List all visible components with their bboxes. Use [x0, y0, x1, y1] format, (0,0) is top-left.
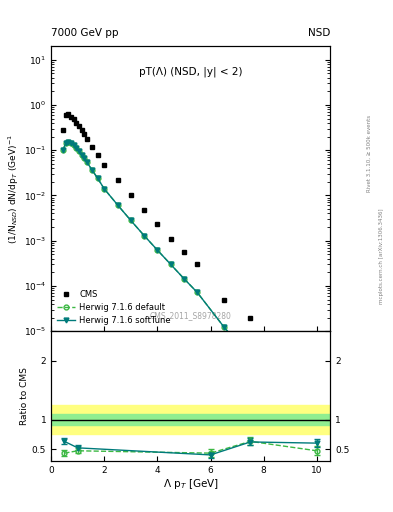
- CMS: [248, 314, 253, 321]
- Herwig 7.1.6 default: [102, 186, 107, 192]
- CMS: [84, 136, 89, 142]
- Herwig 7.1.6 default: [66, 139, 71, 145]
- Herwig 7.1.6 default: [115, 202, 120, 208]
- Herwig 7.1.6 default: [77, 148, 81, 154]
- Text: NSD: NSD: [308, 28, 330, 38]
- Line: Herwig 7.1.6 softTune: Herwig 7.1.6 softTune: [61, 139, 306, 416]
- Herwig 7.1.6 default: [129, 218, 133, 224]
- Herwig 7.1.6 softTune: [82, 155, 87, 161]
- Herwig 7.1.6 softTune: [168, 261, 173, 267]
- CMS: [222, 296, 226, 303]
- CMS: [66, 111, 71, 117]
- Herwig 7.1.6 softTune: [248, 355, 253, 361]
- CMS: [82, 131, 87, 137]
- Herwig 7.1.6 default: [61, 147, 65, 153]
- Line: CMS: CMS: [61, 112, 306, 354]
- X-axis label: Λ p$_T$ [GeV]: Λ p$_T$ [GeV]: [163, 477, 219, 492]
- Herwig 7.1.6 default: [195, 289, 200, 295]
- CMS: [115, 177, 120, 183]
- Herwig 7.1.6 default: [222, 324, 226, 330]
- CMS: [79, 127, 84, 133]
- CMS: [195, 261, 200, 267]
- CMS: [61, 127, 65, 133]
- Text: mcplots.cern.ch [arXiv:1306.3436]: mcplots.cern.ch [arXiv:1306.3436]: [379, 208, 384, 304]
- Herwig 7.1.6 default: [142, 232, 147, 239]
- Text: pT(Λ) (NSD, |y| < 2): pT(Λ) (NSD, |y| < 2): [139, 66, 242, 76]
- Herwig 7.1.6 default: [301, 411, 306, 417]
- CMS: [69, 114, 73, 120]
- Line: Herwig 7.1.6 default: Herwig 7.1.6 default: [61, 139, 306, 416]
- Herwig 7.1.6 softTune: [95, 175, 100, 181]
- Herwig 7.1.6 softTune: [275, 383, 279, 390]
- Herwig 7.1.6 softTune: [61, 147, 65, 153]
- Herwig 7.1.6 softTune: [84, 159, 89, 165]
- Herwig 7.1.6 default: [182, 275, 186, 282]
- CMS: [74, 120, 79, 126]
- Y-axis label: (1/N$_{NSD}$) dN/dp$_T$ (GeV)$^{-1}$: (1/N$_{NSD}$) dN/dp$_T$ (GeV)$^{-1}$: [7, 134, 21, 244]
- Herwig 7.1.6 softTune: [195, 289, 200, 295]
- CMS: [129, 193, 133, 199]
- Herwig 7.1.6 default: [79, 152, 84, 158]
- Herwig 7.1.6 softTune: [222, 324, 226, 330]
- CMS: [301, 349, 306, 355]
- Herwig 7.1.6 default: [275, 383, 279, 390]
- Herwig 7.1.6 softTune: [77, 148, 81, 154]
- Herwig 7.1.6 softTune: [74, 145, 79, 151]
- Herwig 7.1.6 softTune: [66, 139, 71, 145]
- Herwig 7.1.6 softTune: [115, 202, 120, 208]
- CMS: [95, 152, 100, 158]
- Herwig 7.1.6 default: [248, 355, 253, 361]
- Herwig 7.1.6 softTune: [71, 142, 76, 148]
- CMS: [155, 221, 160, 227]
- Herwig 7.1.6 default: [74, 145, 79, 151]
- CMS: [77, 123, 81, 129]
- CMS: [182, 249, 186, 255]
- Herwig 7.1.6 softTune: [301, 411, 306, 417]
- CMS: [102, 162, 107, 168]
- Herwig 7.1.6 default: [90, 167, 95, 174]
- Herwig 7.1.6 default: [168, 261, 173, 267]
- Herwig 7.1.6 softTune: [79, 152, 84, 158]
- Herwig 7.1.6 softTune: [90, 167, 95, 174]
- CMS: [275, 332, 279, 338]
- Herwig 7.1.6 softTune: [102, 186, 107, 192]
- Herwig 7.1.6 default: [69, 140, 73, 146]
- Y-axis label: Ratio to CMS: Ratio to CMS: [20, 367, 29, 425]
- Herwig 7.1.6 softTune: [63, 140, 68, 146]
- Text: CMS_2011_S8978280: CMS_2011_S8978280: [150, 311, 231, 320]
- Legend: CMS, Herwig 7.1.6 default, Herwig 7.1.6 softTune: CMS, Herwig 7.1.6 default, Herwig 7.1.6 …: [55, 288, 173, 327]
- Herwig 7.1.6 default: [82, 155, 87, 161]
- CMS: [63, 112, 68, 118]
- CMS: [90, 143, 95, 150]
- Herwig 7.1.6 softTune: [142, 232, 147, 239]
- Herwig 7.1.6 softTune: [69, 140, 73, 146]
- Herwig 7.1.6 default: [71, 142, 76, 148]
- Herwig 7.1.6 softTune: [129, 218, 133, 224]
- Herwig 7.1.6 default: [84, 159, 89, 165]
- Herwig 7.1.6 default: [155, 247, 160, 253]
- CMS: [71, 116, 76, 122]
- Herwig 7.1.6 softTune: [182, 275, 186, 282]
- Herwig 7.1.6 default: [63, 140, 68, 146]
- Bar: [51, 414, 330, 425]
- CMS: [142, 207, 147, 213]
- Text: 7000 GeV pp: 7000 GeV pp: [51, 28, 119, 38]
- CMS: [168, 236, 173, 242]
- Herwig 7.1.6 default: [95, 175, 100, 181]
- Text: Rivet 3.1.10, ≥ 500k events: Rivet 3.1.10, ≥ 500k events: [367, 115, 372, 192]
- Herwig 7.1.6 softTune: [155, 247, 160, 253]
- Bar: [51, 405, 330, 434]
